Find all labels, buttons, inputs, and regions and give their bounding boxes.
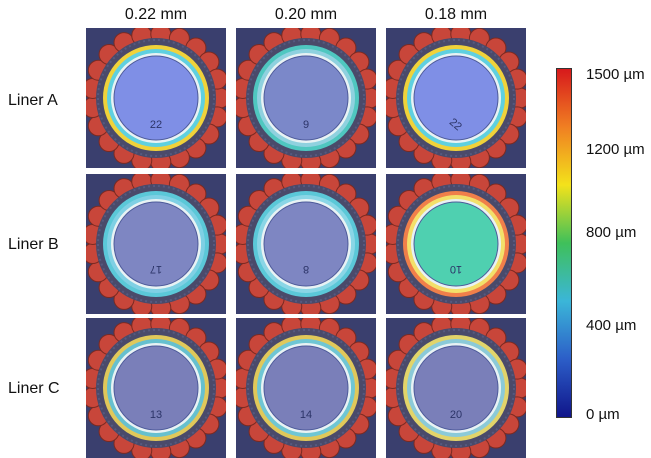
embossed-number: 14 (300, 409, 312, 421)
embossed-number: 17 (150, 263, 162, 275)
liner-a-0.22mm-image: 22 (86, 28, 226, 168)
embossed-number: 10 (450, 263, 462, 275)
liner-b-0.22mm-image: 17 (86, 174, 226, 314)
colorbar-tick-800: 800 µm (586, 224, 637, 241)
liner-surface (114, 202, 198, 286)
colorbar-tick-400: 400 µm (586, 317, 637, 334)
row-label-liner-b: Liner B (8, 236, 59, 253)
liner-surface (264, 56, 348, 140)
embossed-number: 13 (150, 409, 162, 421)
column-label-0.20mm: 0.20 mm (274, 6, 338, 23)
liner-b-0.20mm-image: 8 (236, 174, 376, 314)
row-label-liner-a: Liner A (8, 92, 58, 109)
height-colorbar (556, 68, 572, 418)
embossed-number: 9 (303, 119, 309, 131)
colorbar-tick-1500: 1500 µm (586, 66, 645, 83)
column-label-0.18mm: 0.18 mm (424, 6, 488, 23)
liner-surface (114, 56, 198, 140)
liner-a-0.18mm-image: 22 (386, 28, 526, 168)
liner-surface (264, 346, 348, 430)
liner-c-0.20mm-image: 14 (236, 318, 376, 458)
liner-b-0.18mm-image: 10 (386, 174, 526, 314)
column-label-0.22mm: 0.22 mm (124, 6, 188, 23)
colorbar-tick-1200: 1200 µm (586, 141, 645, 158)
liner-surface (114, 346, 198, 430)
embossed-number: 8 (303, 263, 309, 275)
liner-surface (414, 56, 498, 140)
liner-surface (414, 202, 498, 286)
row-label-liner-c: Liner C (8, 380, 60, 397)
liner-c-0.22mm-image: 13 (86, 318, 226, 458)
liner-surface (414, 346, 498, 430)
embossed-number: 22 (150, 119, 162, 131)
embossed-number: 20 (450, 409, 462, 421)
colorbar-tick-0: 0 µm (586, 406, 620, 423)
liner-a-0.20mm-image: 9 (236, 28, 376, 168)
liner-c-0.18mm-image: 20 (386, 318, 526, 458)
liner-surface (264, 202, 348, 286)
